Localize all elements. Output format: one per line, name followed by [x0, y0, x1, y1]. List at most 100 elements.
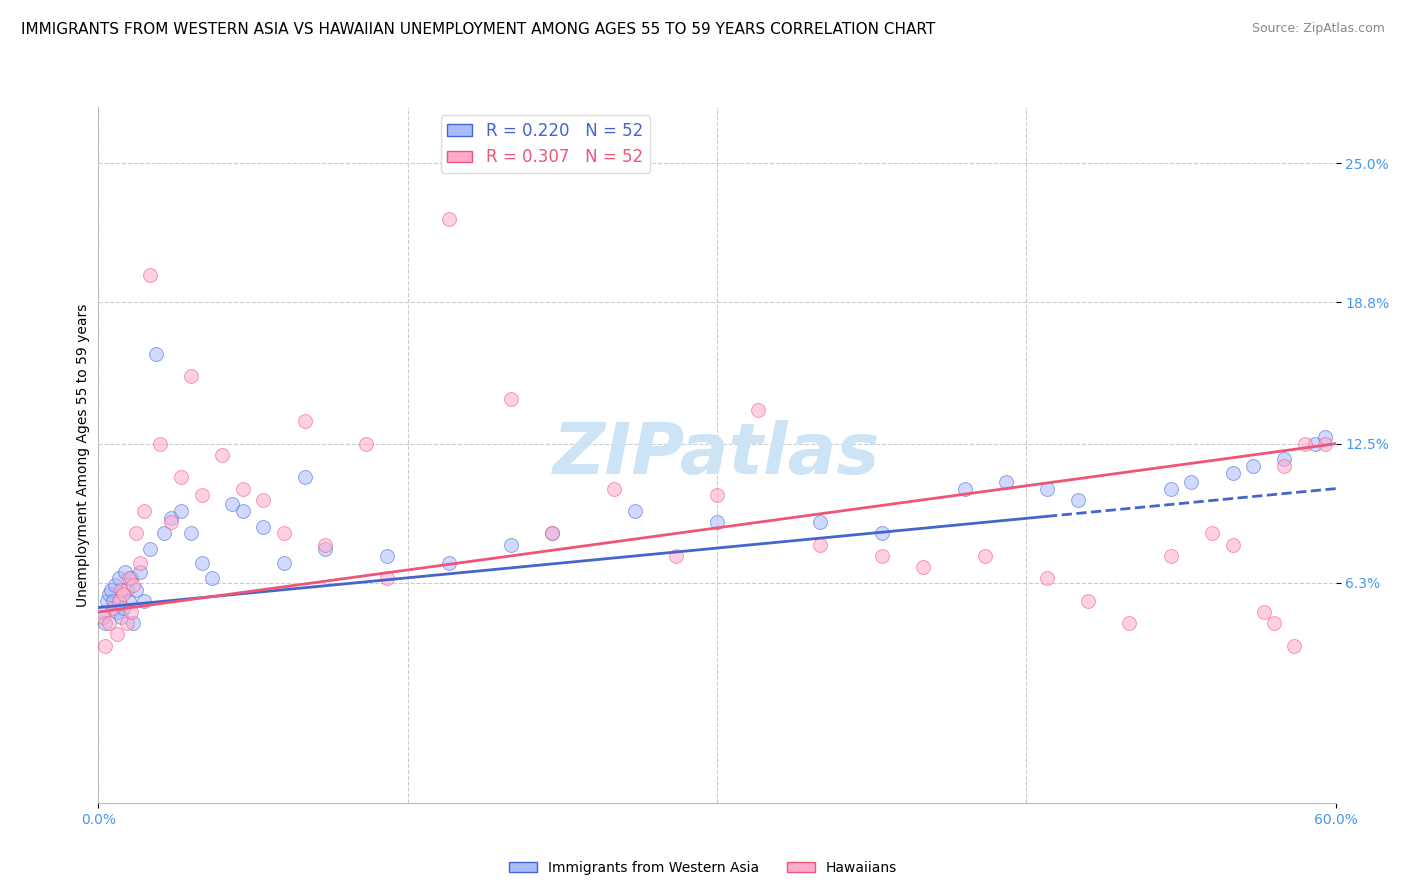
Point [122, 616, 145, 631]
Point [114, 565, 136, 579]
Point [101, 600, 124, 615]
Point [1315, 430, 1337, 444]
Point [132, 504, 155, 518]
Point [1222, 538, 1244, 552]
Point [252, 492, 274, 507]
Point [232, 504, 254, 518]
Legend: R = 0.220   N = 52, R = 0.307   N = 52: R = 0.220 N = 52, R = 0.307 N = 52 [441, 115, 650, 173]
Point [870, 549, 893, 563]
Point [120, 571, 142, 585]
Text: IMMIGRANTS FROM WESTERN ASIA VS HAWAIIAN UNEMPLOYMENT AMONG AGES 55 TO 59 YEARS : IMMIGRANTS FROM WESTERN ASIA VS HAWAIIAN… [21, 22, 935, 37]
Point [314, 538, 336, 552]
Point [994, 475, 1017, 489]
Point [211, 448, 233, 462]
Point [221, 497, 243, 511]
Point [314, 542, 336, 557]
Point [190, 488, 212, 502]
Point [149, 436, 172, 450]
Point [1036, 482, 1059, 496]
Point [706, 488, 728, 502]
Text: Source: ZipAtlas.com: Source: ZipAtlas.com [1251, 22, 1385, 36]
Point [91, 605, 114, 619]
Point [273, 526, 295, 541]
Point [541, 526, 564, 541]
Point [1160, 549, 1182, 563]
Point [180, 369, 202, 384]
Point [912, 560, 935, 574]
Point [118, 594, 141, 608]
Point [1272, 452, 1295, 467]
Point [1160, 482, 1182, 496]
Point [1303, 436, 1326, 450]
Point [603, 482, 626, 496]
Point [128, 556, 150, 570]
Point [117, 616, 139, 631]
Point [499, 538, 522, 552]
Point [132, 594, 155, 608]
Point [128, 565, 150, 579]
Point [1118, 616, 1140, 631]
Point [97, 616, 120, 631]
Point [1272, 459, 1295, 474]
Point [139, 268, 162, 283]
Point [437, 212, 460, 227]
Point [974, 549, 997, 563]
Point [1294, 436, 1316, 450]
Point [110, 582, 132, 597]
Point [117, 582, 139, 597]
Point [139, 542, 162, 557]
Point [97, 587, 120, 601]
Point [124, 582, 146, 597]
Point [93, 639, 115, 653]
Point [252, 520, 274, 534]
Point [1222, 466, 1244, 480]
Point [93, 616, 115, 631]
Point [170, 504, 193, 518]
Point [1180, 475, 1202, 489]
Point [747, 403, 769, 417]
Point [808, 515, 831, 529]
Point [190, 556, 212, 570]
Point [120, 605, 142, 619]
Point [808, 538, 831, 552]
Point [1241, 459, 1264, 474]
Point [437, 556, 460, 570]
Point [112, 587, 135, 601]
Point [1067, 492, 1090, 507]
Point [294, 470, 316, 484]
Point [170, 470, 193, 484]
Point [91, 609, 114, 624]
Point [101, 594, 124, 608]
Point [1284, 639, 1306, 653]
Point [105, 627, 128, 641]
Point [375, 549, 398, 563]
Point [1253, 605, 1275, 619]
Point [201, 571, 224, 585]
Point [1077, 594, 1099, 608]
Point [1315, 436, 1337, 450]
Point [112, 600, 135, 615]
Point [294, 414, 316, 428]
Point [1263, 616, 1285, 631]
Y-axis label: Unemployment Among Ages 55 to 59 years: Unemployment Among Ages 55 to 59 years [76, 303, 90, 607]
Point [180, 526, 202, 541]
Point [108, 571, 131, 585]
Point [159, 510, 181, 524]
Point [706, 515, 728, 529]
Point [870, 526, 893, 541]
Point [356, 436, 378, 450]
Point [953, 482, 976, 496]
Point [108, 594, 131, 608]
Point [375, 571, 398, 585]
Point [665, 549, 688, 563]
Point [541, 526, 564, 541]
Legend: Immigrants from Western Asia, Hawaiians: Immigrants from Western Asia, Hawaiians [503, 855, 903, 880]
Point [273, 556, 295, 570]
Point [122, 578, 145, 592]
Point [145, 347, 167, 361]
Point [232, 482, 254, 496]
Point [499, 392, 522, 406]
Point [153, 526, 176, 541]
Point [96, 594, 118, 608]
Point [159, 515, 181, 529]
